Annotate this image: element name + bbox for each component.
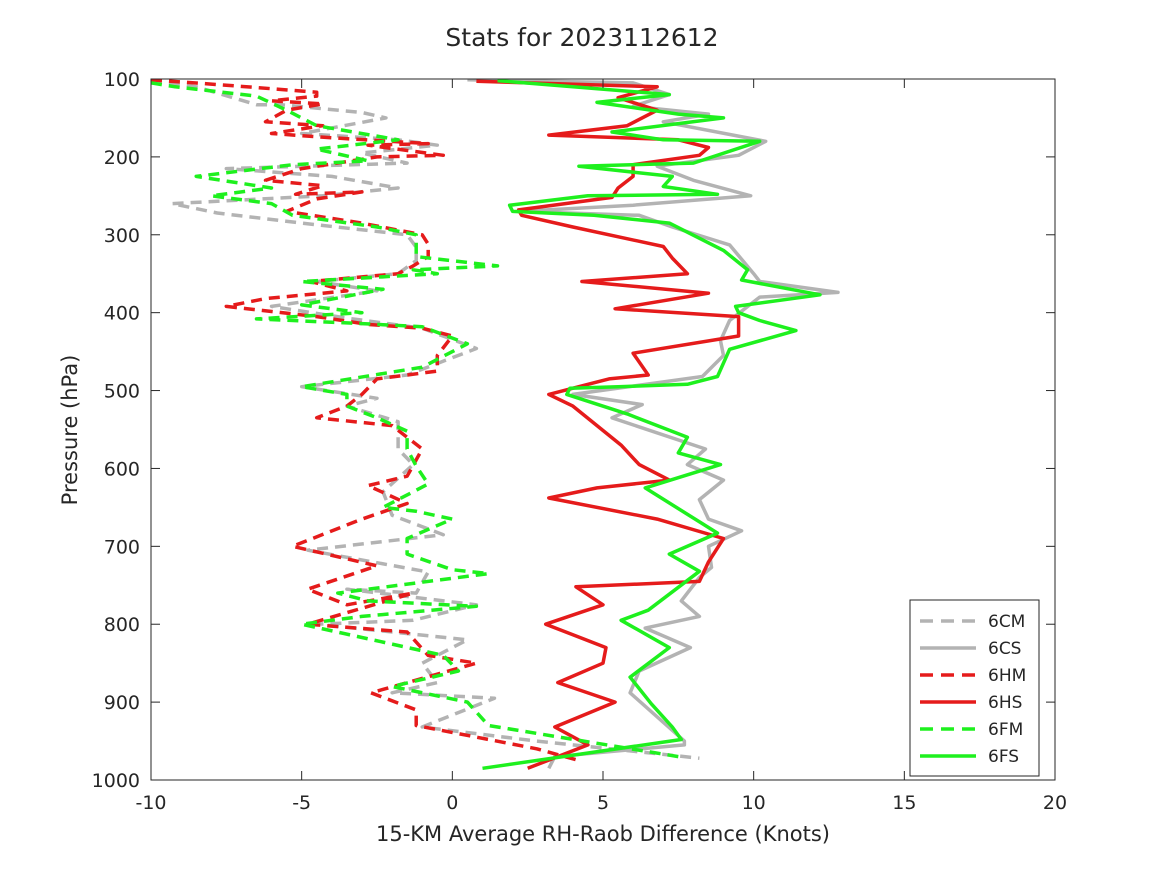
x-tick-label: 0 <box>446 792 458 814</box>
x-tick-label: 15 <box>892 792 916 814</box>
y-tick-label: 1000 <box>92 770 140 792</box>
chart-title: Stats for 2023112612 <box>445 23 718 52</box>
legend-label-6hm: 6HM <box>988 666 1026 686</box>
legend-label-6fs: 6FS <box>988 747 1019 767</box>
series-line-6hs <box>476 79 741 770</box>
x-tick-label: 5 <box>597 792 609 814</box>
series-line-6fm <box>151 81 679 759</box>
y-tick-label: 100 <box>104 69 140 91</box>
y-tick-label: 900 <box>104 692 140 714</box>
legend: 6CM 6CS 6HM 6HS 6FM 6FS <box>909 599 1040 777</box>
x-tick-label: 10 <box>742 792 766 814</box>
legend-label-6cs: 6CS <box>988 639 1021 659</box>
legend-label-6fm: 6FM <box>988 720 1023 740</box>
legend-label-6hs: 6HS <box>988 693 1022 713</box>
legend-box <box>909 599 1040 777</box>
y-tick-label: 800 <box>104 614 140 636</box>
series-line-6hm <box>151 79 580 763</box>
y-tick-label: 600 <box>104 458 140 480</box>
x-tick-label: -10 <box>135 792 166 814</box>
x-tick-label: -5 <box>292 792 311 814</box>
y-tick-label: 400 <box>104 303 140 325</box>
y-tick-label: 200 <box>104 147 140 169</box>
plot-area <box>151 79 840 771</box>
y-tick-label: 700 <box>104 536 140 558</box>
y-tick-label: 300 <box>104 225 140 247</box>
axes: -10 -5 0 5 10 15 20 100 200 300 400 500 600 700 800 900… <box>92 69 1067 814</box>
x-tick-label: 20 <box>1043 792 1067 814</box>
y-tick-label: 500 <box>104 381 140 403</box>
series-line-6cm <box>151 79 700 760</box>
legend-label-6cm: 6CM <box>988 612 1025 632</box>
y-axis-label: Pressure (hPa) <box>58 355 82 506</box>
series-line-6fs <box>482 79 822 771</box>
x-axis-label: 15-KM Average RH-Raob Difference (Knots) <box>376 822 830 846</box>
